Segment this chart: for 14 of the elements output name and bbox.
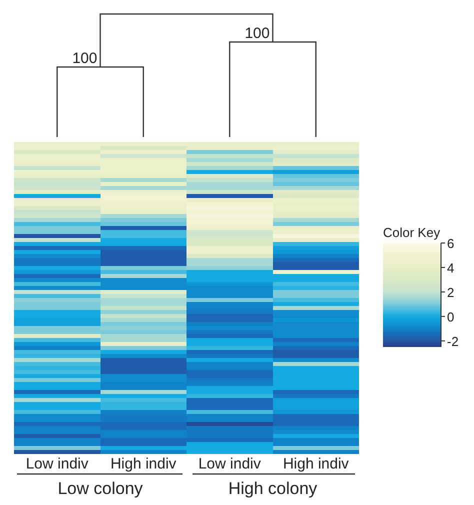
color-bar-label: 4 — [447, 260, 454, 275]
color-bar-label: -2 — [447, 333, 459, 348]
color-bar-label: 0 — [447, 308, 454, 324]
color-bar-title: Color Key — [383, 225, 441, 240]
text: Low colony — [58, 479, 144, 498]
text: High colony — [228, 479, 318, 498]
text: 100 — [72, 50, 98, 67]
x-tick-label: Low indiv — [26, 456, 89, 473]
color-bar-label: 2 — [447, 284, 454, 300]
x-tick-label: Low indiv — [198, 456, 262, 473]
text: 100 — [244, 25, 270, 42]
color-bar-label: 6 — [447, 236, 454, 250]
x-tick-label: High indiv — [282, 456, 350, 473]
x-tick-label: High indiv — [110, 456, 177, 473]
